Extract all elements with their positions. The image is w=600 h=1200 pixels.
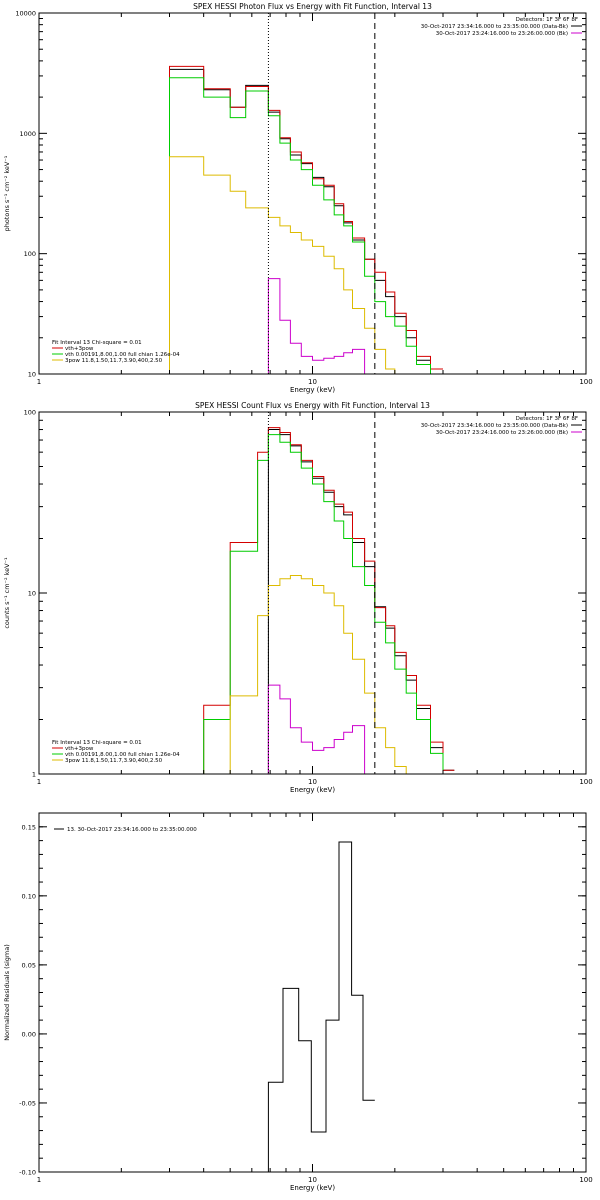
y-tick-label: 100 [24,409,36,417]
legend-label: vth+3pow [65,346,94,352]
x-tick-label: 100 [579,778,592,786]
y-axis-label: counts s⁻¹ cm⁻² keV⁻¹ [3,557,11,629]
y-tick-label: -0.10 [19,1169,36,1177]
x-tick-label: 100 [579,378,592,386]
detector-info-line: 30-Oct-2017 23:34:16.000 to 23:35:00.000… [421,423,568,429]
legend-label: 13. 30-Oct-2017 23:34:16.000 to 23:35:00… [67,827,197,833]
plot-frame [38,812,587,1173]
data-series-2 [203,427,455,774]
data-series-5 [267,684,455,775]
y-axis: 1 10 100 [24,409,586,779]
legend-title: Fit Interval 13 Chi-square = 0.01 [52,340,142,346]
data-series-3 [203,434,455,775]
plot-frame [38,12,587,375]
x-axis-label: Energy (keV) [290,786,335,794]
x-axis: 1 10 100 [37,13,593,386]
x-tick-label: 1 [37,778,41,786]
data-series-1 [267,841,375,1172]
y-axis-label: Normalized Residuals (sigma) [3,944,11,1041]
y-tick-label: 1 [32,771,36,779]
legend-label: 3pow 11.8,1.50,11.7,3.90,400,2.50 [65,358,163,364]
data-series-4 [169,156,443,375]
legend-label: vth 0.00191,8.00,1.00 full chian 1.26e-0… [65,752,180,758]
data-series-3 [169,77,443,375]
chart-title: SPEX HESSI Count Flux vs Energy with Fit… [195,401,430,410]
detector-info-line: Detectors: 1F 3F 6F 8F [516,416,578,422]
data-series-2 [169,65,443,374]
x-axis: 1 10 100 [37,412,593,786]
series-group [203,427,455,775]
y-tick-label: 0.10 [22,892,36,900]
detector-info-line: 30-Oct-2017 23:34:16.000 to 23:35:00.000… [421,24,568,30]
y-tick-label: 10 [28,590,36,598]
y-tick-label: 100 [24,250,36,258]
detector-info-line: Detectors: 1F 3F 6F 8F [516,17,578,23]
x-tick-label: 1 [37,378,41,386]
chart-panel-1: SPEX HESSI Photon Flux vs Energy with Fi… [3,2,593,394]
chart-title: SPEX HESSI Photon Flux vs Energy with Fi… [193,2,432,11]
detector-info-line: 30-Oct-2017 23:24:16.000 to 23:26:00.000… [436,430,568,436]
x-tick-label: 10 [308,1176,317,1184]
y-tick-label: 0.00 [22,1030,36,1038]
y-tick-label: 10 [28,371,36,379]
legend: Fit Interval 13 Chi-square = 0.01vth+3po… [52,340,180,364]
legend-label: 3pow 11.8,1.50,11.7,3.90,400,2.50 [65,758,163,764]
y-tick-label: 10000 [15,10,36,18]
x-axis-label: Energy (keV) [290,386,335,394]
y-axis: 10 100 1000 10000 [15,10,586,379]
detector-info-line: 30-Oct-2017 23:24:16.000 to 23:26:00.000… [436,31,568,37]
chart-panel-3: 1 10 100 Energy (keV) -0.10 -0.05 0.00 0.05 0.10… [3,812,593,1192]
legend-label: vth 0.00191,8.00,1.00 full chian 1.26e-0… [65,352,180,358]
y-tick-label: 0.05 [22,961,36,969]
legend-title: Fit Interval 13 Chi-square = 0.01 [52,740,142,746]
legend: Fit Interval 13 Chi-square = 0.01vth+3po… [52,740,180,764]
y-axis: -0.10 -0.05 0.00 0.05 0.10 0.15 [19,812,586,1177]
x-axis: 1 10 100 [37,813,593,1184]
y-axis-label: photons s⁻¹ cm⁻² keV⁻¹ [3,155,11,231]
x-tick-label: 10 [308,778,317,786]
x-tick-label: 1 [37,1176,41,1184]
x-tick-label: 100 [579,1176,592,1184]
legend: 13. 30-Oct-2017 23:34:16.000 to 23:35:00… [54,827,197,833]
x-tick-label: 10 [308,378,317,386]
legend-label: vth+3pow [65,746,94,752]
chart-panel-2: SPEX HESSI Count Flux vs Energy with Fit… [3,401,593,794]
series-group [267,841,375,1172]
y-tick-label: 1000 [19,130,36,138]
series-group [169,65,443,375]
data-series-1 [169,68,443,374]
x-axis-label: Energy (keV) [290,1184,335,1192]
y-tick-label: -0.05 [19,1099,36,1107]
data-series-1 [267,429,455,774]
y-tick-label: 0.15 [22,823,36,831]
data-series-4 [229,575,455,775]
